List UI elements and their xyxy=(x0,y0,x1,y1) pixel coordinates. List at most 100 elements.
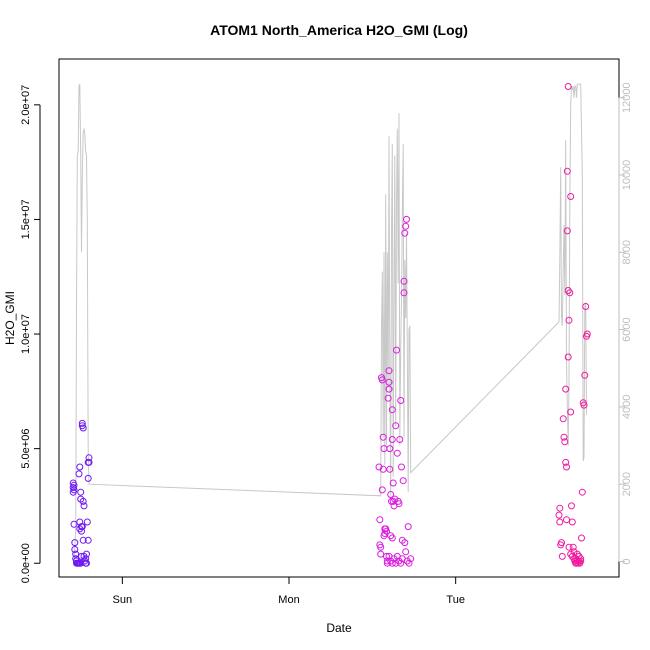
data-point xyxy=(383,527,390,535)
x-tick-label: Sun xyxy=(113,594,133,606)
y2-tick-label: 8000 xyxy=(621,240,633,264)
data-point xyxy=(567,193,575,200)
data-point xyxy=(386,465,394,473)
data-point xyxy=(578,488,586,496)
data-point xyxy=(389,479,397,487)
data-point xyxy=(580,401,588,409)
data-point xyxy=(387,491,395,498)
data-point xyxy=(386,445,394,453)
y2-tick-label: 6000 xyxy=(621,317,633,341)
data-point xyxy=(568,502,575,510)
y2-tick-label: 2000 xyxy=(621,472,633,496)
y2-tick-label: 12000 xyxy=(621,82,633,113)
data-point xyxy=(563,516,570,524)
data-point xyxy=(393,346,400,354)
data-point xyxy=(401,229,409,237)
y-tick-label: 0.0e+00 xyxy=(20,543,32,583)
data-point xyxy=(564,353,572,361)
data-point xyxy=(568,518,576,526)
data-point xyxy=(70,486,78,494)
data-point xyxy=(583,330,591,338)
data-point xyxy=(577,557,585,565)
data-point xyxy=(83,559,90,567)
data-point xyxy=(575,552,583,560)
data-point xyxy=(563,463,570,471)
y2-tick-label: 4000 xyxy=(621,395,633,419)
data-point xyxy=(378,376,386,384)
data-point xyxy=(72,550,80,558)
data-point xyxy=(388,534,396,542)
data-point xyxy=(392,422,400,430)
data-point xyxy=(75,470,83,478)
y-axis-label: H2O_GMI xyxy=(3,291,17,345)
y2-tick-label: 10000 xyxy=(621,160,633,191)
altitude-line-layer xyxy=(73,83,587,562)
data-point xyxy=(558,539,565,547)
data-point xyxy=(80,502,88,510)
data-point xyxy=(84,474,92,482)
x-tick-label: Tue xyxy=(446,594,465,606)
data-point xyxy=(395,500,403,508)
data-point xyxy=(582,303,590,310)
data-point xyxy=(384,394,392,402)
data-point xyxy=(399,477,407,485)
data-point xyxy=(71,539,79,547)
data-point xyxy=(404,523,412,531)
data-point xyxy=(383,552,390,560)
data-point xyxy=(565,543,573,551)
y-tick-label: 2.0e+07 xyxy=(20,85,32,125)
data-point xyxy=(407,555,415,563)
data-point xyxy=(70,481,78,489)
data-point xyxy=(379,465,387,473)
data-point xyxy=(84,536,92,544)
data-point xyxy=(379,433,387,441)
data-point xyxy=(77,488,85,496)
data-point xyxy=(558,552,566,560)
data-point xyxy=(79,424,87,432)
data-point xyxy=(565,316,573,324)
data-point xyxy=(563,227,571,235)
data-point xyxy=(567,408,575,416)
data-point xyxy=(76,463,84,471)
axes-layer: 0.0e+00 5.0e+06 1.0e+07 1.5e+07 2.0e+07 0 2000… xyxy=(20,58,633,606)
data-point xyxy=(78,419,86,427)
data-point xyxy=(562,458,570,466)
y-tick-label: 1.5e+07 xyxy=(20,199,32,239)
data-point xyxy=(405,559,413,567)
data-point xyxy=(79,497,87,505)
data-point xyxy=(559,415,567,423)
data-point xyxy=(85,458,93,466)
data-point xyxy=(560,433,568,441)
data-point xyxy=(83,518,91,526)
data-point xyxy=(82,555,90,563)
data-point xyxy=(83,550,90,558)
x-tick-label: Mon xyxy=(278,594,299,606)
chart-title: ATOM1 North_America H2O_GMI (Log) xyxy=(210,22,468,38)
data-point xyxy=(375,463,383,471)
data-point xyxy=(388,436,396,443)
data-point xyxy=(378,486,386,494)
data-point xyxy=(393,449,401,457)
data-point xyxy=(79,536,87,544)
data-point xyxy=(400,289,408,297)
data-point xyxy=(396,436,404,443)
data-point xyxy=(388,406,396,414)
data-point xyxy=(556,504,564,512)
data-point xyxy=(398,463,405,471)
data-point xyxy=(578,534,585,542)
data-point xyxy=(555,511,563,519)
data-point xyxy=(581,371,589,379)
data-point xyxy=(562,385,570,393)
data-point xyxy=(401,539,409,547)
data-point xyxy=(566,289,574,297)
altitude-series-line xyxy=(73,83,587,562)
y-tick-label: 1.0e+07 xyxy=(20,314,32,354)
data-point xyxy=(569,543,577,551)
data-point xyxy=(376,516,384,524)
data-point xyxy=(402,222,410,230)
data-point xyxy=(388,559,396,567)
data-point xyxy=(385,378,393,386)
data-point xyxy=(70,520,78,528)
data-point xyxy=(561,438,569,446)
